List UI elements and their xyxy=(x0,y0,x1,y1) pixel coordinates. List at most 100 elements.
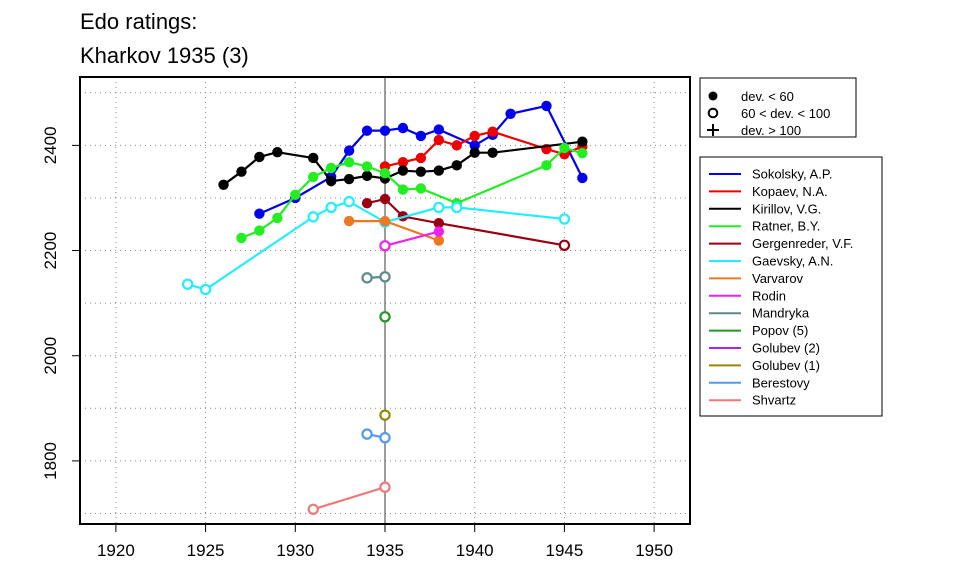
data-point xyxy=(577,136,588,147)
data-point xyxy=(379,409,391,421)
x-tick-label: 1945 xyxy=(545,541,583,560)
data-point xyxy=(379,193,391,205)
data-point xyxy=(218,179,229,191)
series-legend-item: Gergenreder, V.F. xyxy=(709,236,853,251)
data-point xyxy=(541,160,552,171)
series-legend-item: Rodin xyxy=(709,288,786,303)
data-point xyxy=(236,232,247,244)
data-point xyxy=(379,432,391,444)
series-legend-label: Gergenreder, V.F. xyxy=(752,236,853,251)
chart-title: Edo ratings: xyxy=(80,9,198,34)
series-legend-label: Rodin xyxy=(752,288,786,303)
series-kopaev-n-a xyxy=(379,126,588,172)
series-gergenreder-v-f xyxy=(361,193,571,251)
series-varvarov xyxy=(343,215,445,246)
data-point xyxy=(433,165,445,176)
data-point xyxy=(361,161,373,172)
series-line xyxy=(366,197,565,247)
series-rodin xyxy=(379,226,445,252)
series-legend-item: Gaevsky, A.N. xyxy=(709,254,833,269)
data-point xyxy=(469,130,480,142)
series-legend-item: Ratner, B.Y. xyxy=(709,219,820,234)
data-point xyxy=(415,183,427,194)
data-point xyxy=(361,272,373,284)
data-point xyxy=(558,239,571,251)
series-kirillov-v-g xyxy=(218,136,588,191)
data-point xyxy=(505,108,516,120)
data-point xyxy=(433,235,445,246)
data-point xyxy=(379,271,391,283)
series-layer xyxy=(181,100,588,515)
series-legend-label: Kopaev, N.A. xyxy=(752,184,828,199)
data-point xyxy=(379,311,391,323)
data-point xyxy=(379,125,391,136)
series-legend-box xyxy=(699,156,883,417)
data-point xyxy=(343,145,355,156)
data-point xyxy=(397,122,409,134)
data-point xyxy=(379,168,391,179)
data-point xyxy=(325,201,337,214)
data-point xyxy=(343,173,355,185)
plus-icon xyxy=(707,124,719,136)
data-point xyxy=(469,140,480,151)
data-point xyxy=(254,225,265,236)
series-legend: Sokolsky, A.P. Kopaev, N.A. Kirillov, V.G.… xyxy=(699,156,883,417)
data-point xyxy=(451,140,462,151)
series-line xyxy=(349,220,440,242)
data-point xyxy=(379,240,391,252)
data-point xyxy=(415,152,427,164)
data-point xyxy=(343,156,355,168)
data-point xyxy=(397,165,409,176)
series-line xyxy=(222,140,583,186)
series-line xyxy=(384,130,583,168)
series-legend-item: Sokolsky, A.P. xyxy=(709,167,832,182)
series-legend-label: Kirillov, V.G. xyxy=(752,201,821,216)
series-legend-item: Varvarov xyxy=(709,271,804,286)
data-point xyxy=(469,147,480,158)
series-legend-item: Golubev (2) xyxy=(709,341,820,356)
series-legend-label: Mandryka xyxy=(752,306,810,321)
data-point xyxy=(307,211,319,223)
data-point xyxy=(343,215,355,227)
data-point xyxy=(397,156,409,168)
data-point xyxy=(308,171,319,183)
data-point xyxy=(433,134,445,146)
series-popov-5 xyxy=(379,311,391,323)
series-legend-label: Shvartz xyxy=(752,393,796,408)
series-legend-item: Berestovy xyxy=(709,375,810,390)
x-tick-label: 1940 xyxy=(456,541,494,560)
series-line xyxy=(312,486,386,511)
data-point xyxy=(307,503,319,515)
data-point xyxy=(325,175,337,187)
series-legend-item: Mandryka xyxy=(709,306,810,321)
data-point xyxy=(558,213,571,225)
data-point xyxy=(559,142,570,154)
x-tick-label: 1925 xyxy=(187,541,225,560)
data-point xyxy=(361,428,373,440)
data-point xyxy=(433,217,445,229)
data-point xyxy=(451,160,462,171)
data-point xyxy=(433,124,445,135)
x-tick-label: 1935 xyxy=(366,541,404,560)
marker-legend-label: dev. < 60 xyxy=(741,89,794,104)
data-point xyxy=(254,208,265,219)
data-point xyxy=(272,212,283,224)
series-legend-label: Ratner, B.Y. xyxy=(752,219,820,234)
series-berestovy xyxy=(361,428,391,444)
data-point xyxy=(577,172,588,184)
data-point xyxy=(361,125,373,136)
data-point xyxy=(181,278,194,290)
data-point xyxy=(433,201,445,214)
series-golubev-1 xyxy=(379,409,391,421)
data-point xyxy=(290,189,301,200)
marker-legend-box xyxy=(699,77,857,138)
series-line xyxy=(384,230,440,247)
data-point xyxy=(254,151,265,163)
x-tick-label: 1950 xyxy=(635,541,673,560)
data-point xyxy=(361,170,373,182)
y-tick-label: 2200 xyxy=(41,232,60,270)
data-point xyxy=(433,226,445,237)
data-point xyxy=(451,201,463,214)
data-point xyxy=(415,130,427,142)
